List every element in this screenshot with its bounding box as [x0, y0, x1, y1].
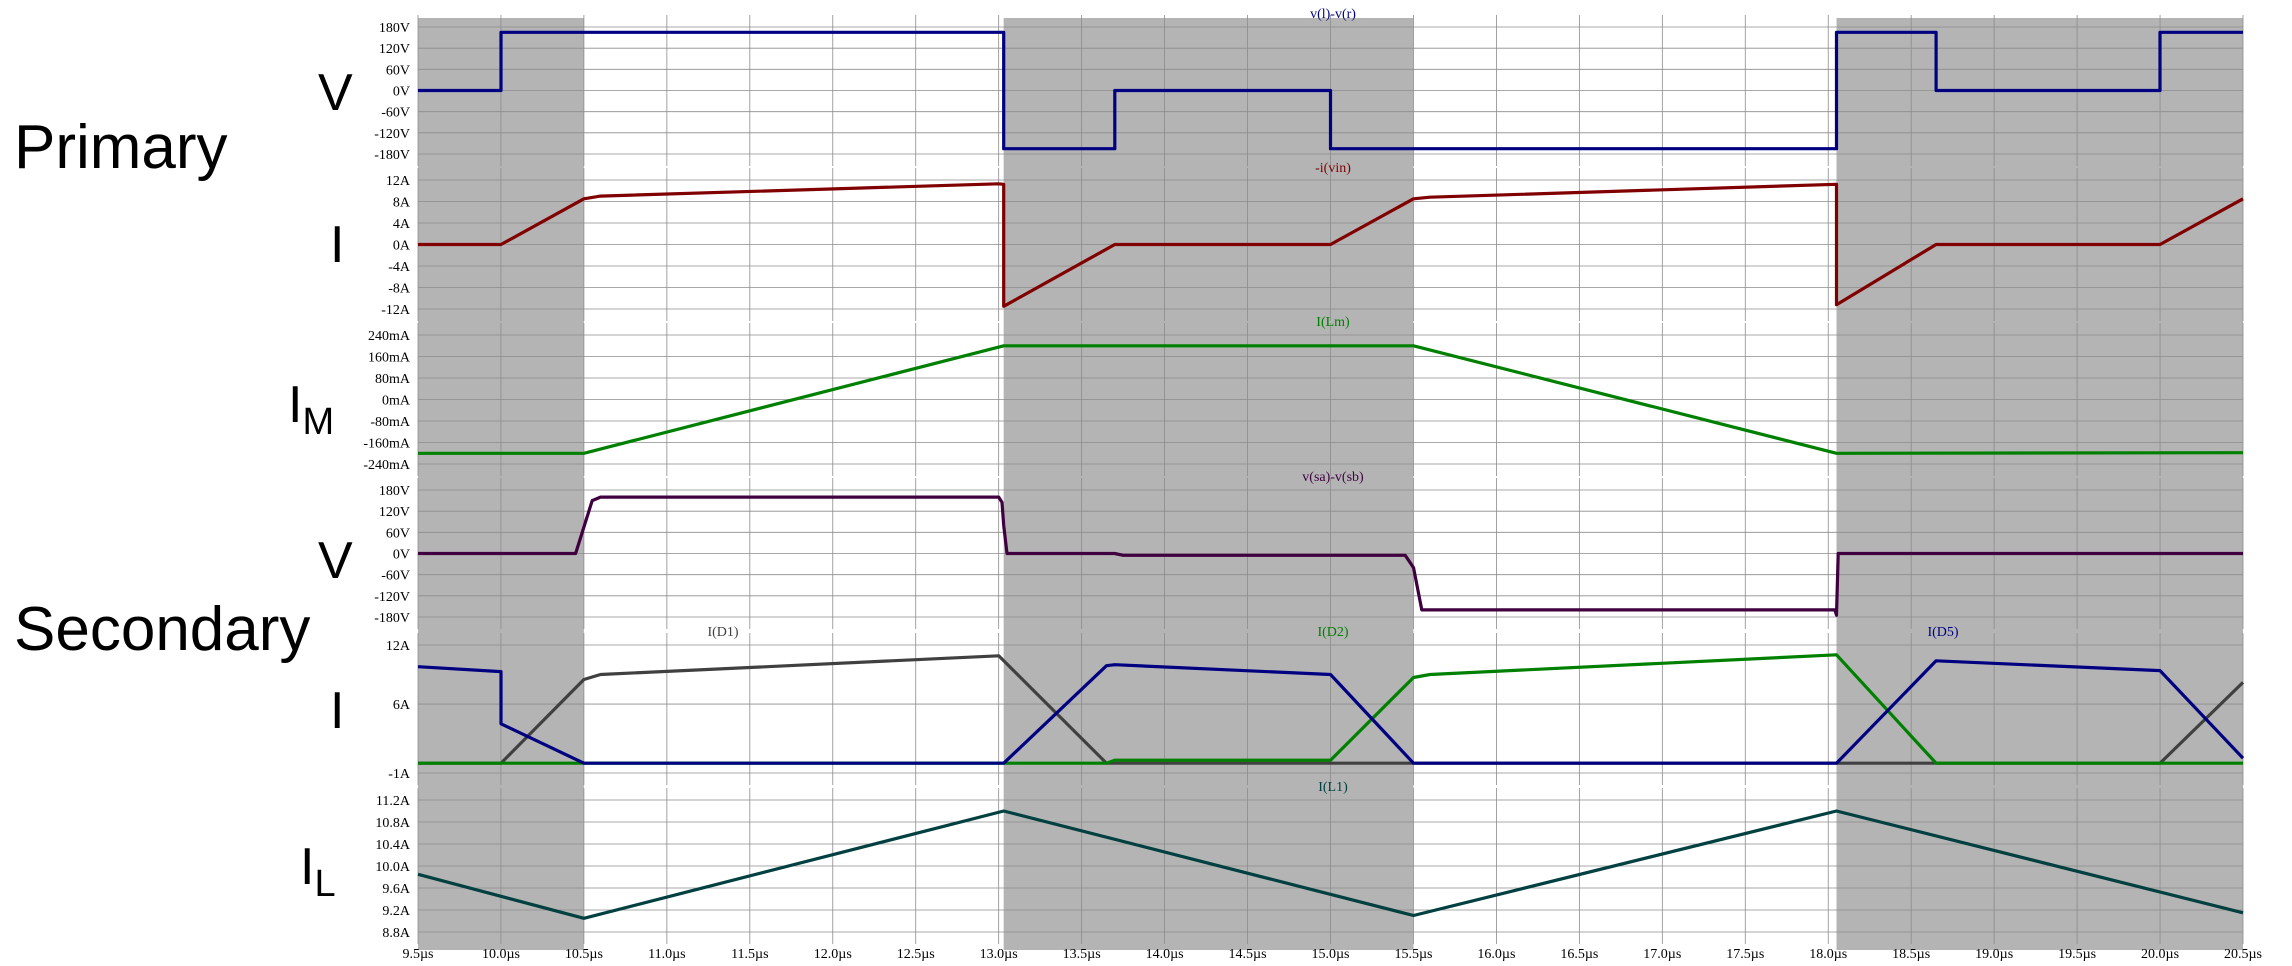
y-tick-label-p3-2: 80mA: [375, 372, 411, 387]
x-tick-label-3: 11.0µs: [648, 947, 686, 962]
series-label-p5-2: I(D2): [1317, 625, 1348, 640]
x-tick-labels: 9.5µs 10.0µs 10.5µs 11.0µs 11.5µs 12.0µs 12.5µ…: [402, 947, 2262, 962]
y-tick-label-p5-2: -1A: [388, 767, 411, 782]
y-tick-labels: 180V 120V 60V 0V -60V -120V -180V 12A 8A 4A 0A -4A -…: [363, 21, 411, 941]
series-line-p5-3: [417, 659, 2245, 765]
series-line-p5-2: [418, 653, 2243, 765]
y-tick-label-p1-1: 120V: [379, 42, 410, 57]
y-tick-label-p2-5: -8A: [388, 282, 411, 297]
x-tick-label-4: 11.5µs: [731, 947, 769, 962]
y-tick-label-p3-4: -80mA: [370, 415, 411, 430]
shaded-regions: [418, 18, 2243, 950]
y-tick-label-p6-4: 9.6A: [382, 882, 411, 897]
y-tick-label-p2-3: 0A: [393, 239, 411, 254]
panel-axis-labels: V I IM V I IL: [288, 64, 353, 905]
y-tick-label-p2-1: 8A: [393, 196, 411, 211]
panel-6-axis-label: IL: [300, 838, 336, 905]
series-label-p2-1: -i(vin): [1315, 161, 1351, 176]
y-tick-label-p1-5: -120V: [374, 127, 410, 142]
x-tick-label-0: 9.5µs: [402, 947, 433, 962]
y-tick-label-p6-1: 10.8A: [375, 816, 411, 831]
series-line-p2-1: [418, 182, 2244, 308]
y-tick-label-p5-0: 12A: [386, 639, 411, 654]
y-tick-label-p4-4: -60V: [381, 569, 410, 584]
group-label-primary: Primary: [14, 113, 228, 182]
series-label-p6-1: I(L1): [1318, 780, 1348, 795]
x-tick-label-7: 13.0µs: [980, 947, 1018, 962]
panel-6-axis-label-sub: L: [314, 863, 335, 905]
panel-3-axis-label-sub: M: [302, 401, 334, 443]
y-tick-label-p2-4: -4A: [388, 260, 411, 275]
y-tick-label-p5-1: 6A: [393, 698, 411, 713]
panel-3-axis-label: IM: [288, 376, 334, 443]
grid: [417, 15, 2244, 944]
y-tick-label-p2-0: 12A: [386, 174, 411, 189]
y-tick-label-p6-6: 8.8A: [382, 926, 411, 941]
x-tick-label-6: 12.5µs: [897, 947, 935, 962]
x-tick-label-22: 20.5µs: [2224, 947, 2262, 962]
shaded-interval-3: [1836, 18, 2243, 950]
series-line-p1-1: [418, 30, 2243, 151]
x-tick-label-19: 19.0µs: [1975, 947, 2013, 962]
y-tick-label-p6-5: 9.2A: [382, 904, 411, 919]
y-tick-label-p6-0: 11.2A: [376, 794, 411, 809]
y-tick-label-p1-2: 60V: [386, 63, 410, 78]
x-tick-label-15: 17.0µs: [1643, 947, 1681, 962]
x-tick-label-2: 10.5µs: [565, 947, 603, 962]
x-tick-label-16: 17.5µs: [1726, 947, 1764, 962]
y-tick-label-p4-2: 60V: [386, 526, 410, 541]
series-label-p5-1: I(D1): [707, 625, 738, 640]
x-tick-label-11: 15.0µs: [1311, 947, 1349, 962]
group-label-secondary: Secondary: [14, 595, 310, 664]
series-label-p4-1: v(sa)-v(sb): [1302, 470, 1364, 485]
panel-2-axis-label: I: [330, 216, 344, 274]
y-tick-label-p4-0: 180V: [379, 484, 410, 499]
x-tick-label-17: 18.0µs: [1809, 947, 1847, 962]
y-tick-label-p3-6: -240mA: [363, 458, 411, 473]
trace-labels: v(l)-v(r) -i(vin) I(Lm) v(sa)-v(sb) I(D1) I(D…: [707, 7, 1958, 795]
y-tick-label-p6-2: 10.4A: [375, 838, 411, 853]
x-tick-label-13: 16.0µs: [1477, 947, 1515, 962]
x-tick-label-18: 18.5µs: [1892, 947, 1930, 962]
series-label-p3-1: I(Lm): [1316, 315, 1350, 330]
series-label-p5-3: I(D5): [1927, 625, 1958, 640]
shaded-interval-2: [1003, 18, 1414, 950]
x-tick-label-5: 12.0µs: [814, 947, 852, 962]
y-tick-label-p6-3: 10.0A: [375, 860, 411, 875]
y-tick-label-p4-3: 0V: [393, 548, 410, 563]
y-tick-label-p4-6: -180V: [374, 611, 410, 626]
y-tick-label-p1-6: -180V: [374, 148, 410, 163]
panel-4-axis-label: V: [318, 532, 353, 590]
y-tick-label-p1-0: 180V: [379, 21, 410, 36]
y-tick-label-p3-1: 160mA: [368, 351, 411, 366]
x-tick-label-12: 15.5µs: [1394, 947, 1432, 962]
panel-5-axis-label: I: [330, 682, 344, 740]
y-tick-label-p1-3: 0V: [393, 85, 410, 100]
y-tick-label-p3-3: 0mA: [382, 394, 411, 409]
x-tick-label-8: 13.5µs: [1063, 947, 1101, 962]
x-tick-label-9: 14.0µs: [1146, 947, 1184, 962]
y-tick-label-p4-1: 120V: [379, 505, 410, 520]
y-tick-label-p3-0: 240mA: [368, 329, 411, 344]
y-tick-label-p3-5: -160mA: [363, 437, 411, 452]
traces: [417, 30, 2245, 920]
series-line-p3-1: [418, 344, 2244, 455]
y-tick-label-p2-6: -12A: [381, 303, 411, 318]
y-tick-label-p2-2: 4A: [393, 217, 411, 232]
series-line-p6-1: [417, 809, 2244, 920]
panel-3-axis-label-main: I: [288, 376, 302, 434]
x-tick-label-1: 10.0µs: [482, 947, 520, 962]
panel-6-axis-label-main: I: [300, 838, 314, 896]
y-tick-label-p4-5: -120V: [374, 590, 410, 605]
x-tick-label-10: 14.5µs: [1229, 947, 1267, 962]
y-tick-label-p1-4: -60V: [381, 106, 410, 121]
x-tick-label-21: 20.0µs: [2141, 947, 2179, 962]
series-line-p4-1: [418, 495, 2243, 617]
x-tick-label-14: 16.5µs: [1560, 947, 1598, 962]
panel-1-axis-label: V: [318, 64, 353, 122]
series-label-p1-1: v(l)-v(r): [1310, 7, 1356, 22]
x-tick-label-20: 19.5µs: [2058, 947, 2096, 962]
